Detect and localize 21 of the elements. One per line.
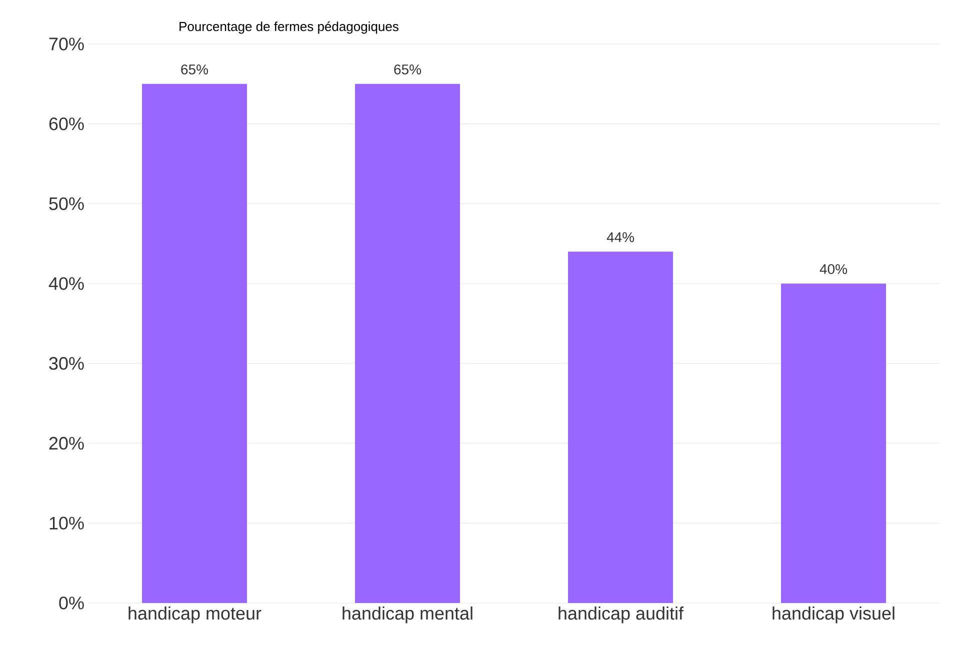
y-tick-label: 50% [49,197,84,210]
y-tick-label: 10% [50,516,84,530]
data-label: 65% [394,64,422,74]
data-label: 65% [181,64,208,74]
x-tick-label: handicap mental [342,606,472,624]
data-label: 40% [820,264,848,274]
y-tick-label: 20% [49,436,84,450]
chart-title: Pourcentage de fermes pédagogiques [180,21,398,34]
y-tick-label: 40% [48,277,84,290]
y-tick-label: 70% [49,38,84,50]
y-tick-label: 0% [59,596,84,610]
x-tick-label: handicap visuel [772,606,894,624]
x-tick-label: handicap moteur [128,606,262,624]
bar [568,252,674,603]
bar [781,284,886,603]
y-tick-label: 30% [49,357,84,370]
x-tick-label: handicap auditif [558,606,684,624]
y-tick-label: 60% [49,117,84,130]
data-label: 44% [606,232,634,242]
bar [142,84,248,603]
bar [355,84,460,603]
